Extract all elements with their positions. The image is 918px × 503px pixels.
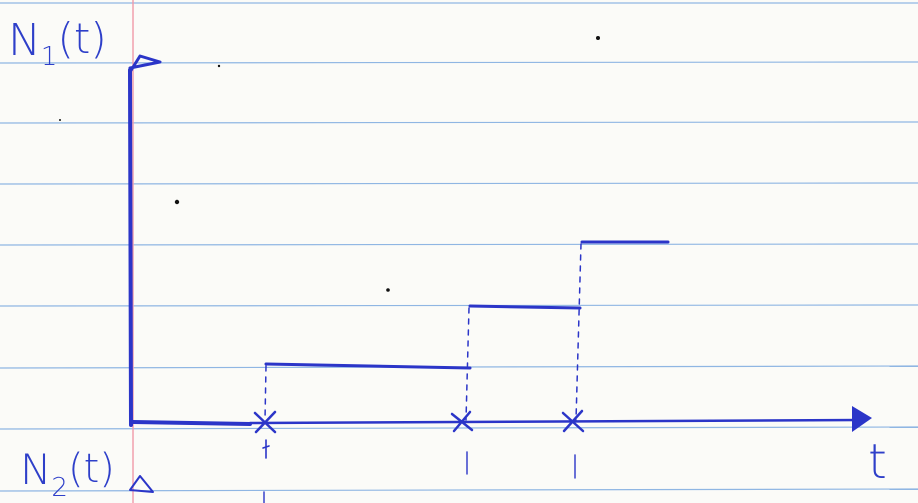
n1-base: N: [8, 15, 41, 66]
step-level: [470, 306, 580, 308]
dot: [596, 36, 600, 40]
dot: [175, 200, 179, 204]
sketch: N1(t) N2(t) t: [0, 0, 918, 503]
n2-base: N: [20, 445, 51, 494]
n1-sub: 1: [41, 42, 58, 72]
n2-sub: 2: [51, 473, 68, 503]
x-axis-thick: [133, 422, 250, 424]
dot: [386, 288, 390, 292]
n1-arg: (t): [57, 14, 106, 63]
n2-arg: (t): [68, 446, 115, 492]
time-label: t: [868, 434, 887, 490]
dot: [59, 119, 61, 121]
y-axis: [130, 70, 131, 425]
lined-paper: [0, 0, 918, 503]
dot: [218, 65, 220, 67]
